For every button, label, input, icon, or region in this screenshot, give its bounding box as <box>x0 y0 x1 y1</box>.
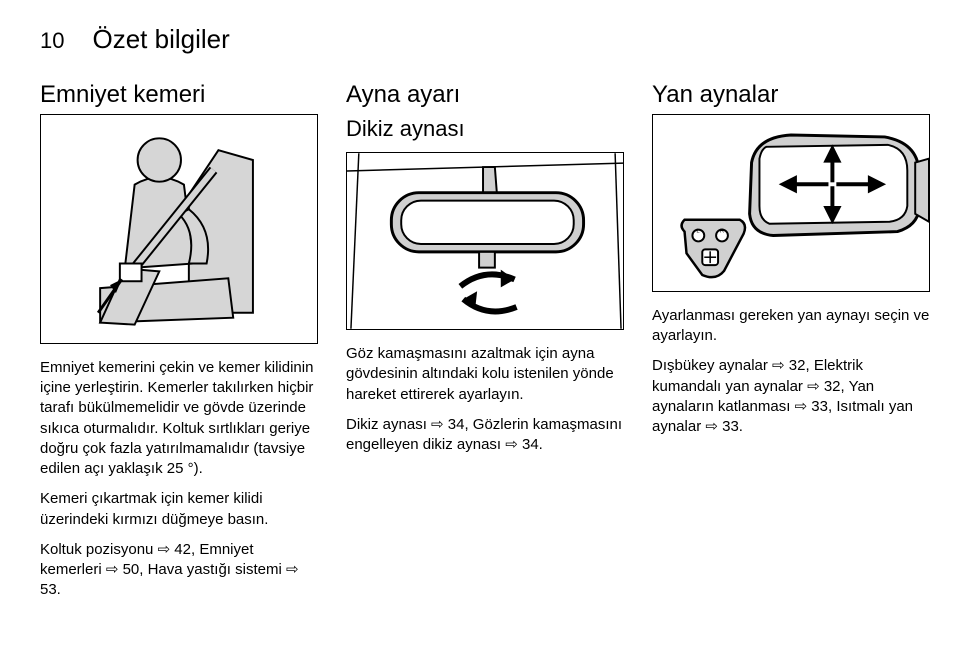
col1-p2: Kemeri çıkartmak için kemer kilidi üzeri… <box>40 489 318 530</box>
col1-p3: Koltuk pozisyonu ⇨ 42, Emniyet kemerleri… <box>40 540 318 601</box>
column-2: Ayna ayarı Dikiz aynası <box>346 81 624 611</box>
figure-seatbelt <box>40 114 318 344</box>
figure-side-mirror: L R <box>652 114 930 292</box>
col1-body: Emniyet kemerini çekin ve kemer kilidini… <box>40 358 318 601</box>
svg-text:R: R <box>720 228 724 234</box>
col2-p2: Dikiz aynası ⇨ 34, Gözlerin kamaşmasını … <box>346 415 624 456</box>
col3-p2: Dışbükey aynalar ⇨ 32, Elektrik kumandal… <box>652 356 930 437</box>
col3-p1: Ayarlanması gereken yan aynayı seçin ve … <box>652 306 930 347</box>
column-3: Yan aynalar <box>652 81 930 611</box>
page-header: 10 Özet bilgiler <box>40 24 930 55</box>
col3-heading: Yan aynalar <box>652 81 930 110</box>
col2-heading: Ayna ayarı <box>346 81 624 110</box>
page-number: 10 <box>40 28 64 54</box>
figure-rearview-mirror <box>346 152 624 330</box>
column-1: Emniyet kemeri <box>40 81 318 611</box>
seatbelt-person-icon <box>41 115 317 343</box>
rearview-mirror-icon <box>347 153 623 329</box>
col2-body: Göz kamaşmasını azaltmak için ayna gövde… <box>346 344 624 455</box>
col3-body: Ayarlanması gereken yan aynayı seçin ve … <box>652 306 930 438</box>
side-mirror-icon: L R <box>653 115 929 291</box>
page: 10 Özet bilgiler Emniyet kemeri <box>0 0 960 659</box>
col1-p1: Emniyet kemerini çekin ve kemer kilidini… <box>40 358 318 480</box>
col1-heading: Emniyet kemeri <box>40 81 318 110</box>
section-title: Özet bilgiler <box>92 24 229 55</box>
col2-subheading: Dikiz aynası <box>346 116 624 142</box>
col2-p1: Göz kamaşmasını azaltmak için ayna gövde… <box>346 344 624 405</box>
content-columns: Emniyet kemeri <box>40 81 930 611</box>
